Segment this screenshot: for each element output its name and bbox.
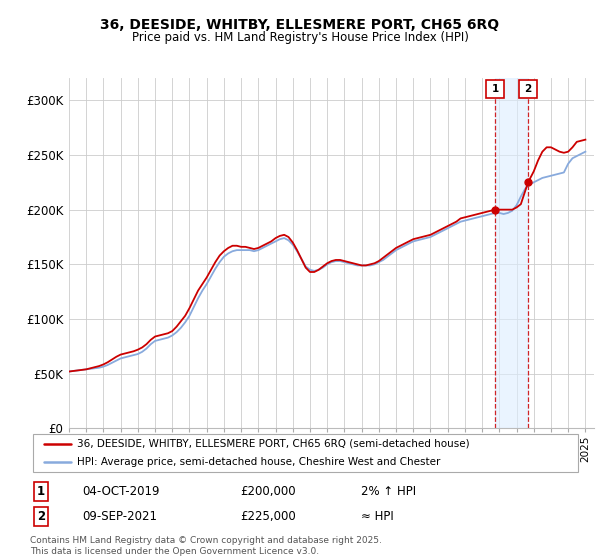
Bar — [495, 78, 528, 428]
Text: ≈ HPI: ≈ HPI — [361, 510, 394, 523]
FancyBboxPatch shape — [33, 434, 578, 472]
Text: 09-SEP-2021: 09-SEP-2021 — [82, 510, 157, 523]
Text: £225,000: £225,000 — [240, 510, 296, 523]
Text: 2: 2 — [37, 510, 45, 523]
Text: HPI: Average price, semi-detached house, Cheshire West and Chester: HPI: Average price, semi-detached house,… — [77, 458, 440, 467]
Text: 2% ↑ HPI: 2% ↑ HPI — [361, 485, 416, 498]
Text: 36, DEESIDE, WHITBY, ELLESMERE PORT, CH65 6RQ (semi-detached house): 36, DEESIDE, WHITBY, ELLESMERE PORT, CH6… — [77, 439, 470, 449]
Text: 2: 2 — [524, 84, 532, 94]
Text: Contains HM Land Registry data © Crown copyright and database right 2025.
This d: Contains HM Land Registry data © Crown c… — [30, 536, 382, 556]
Text: Price paid vs. HM Land Registry's House Price Index (HPI): Price paid vs. HM Land Registry's House … — [131, 31, 469, 44]
Text: 1: 1 — [37, 485, 45, 498]
Text: £200,000: £200,000 — [240, 485, 295, 498]
Text: 04-OCT-2019: 04-OCT-2019 — [82, 485, 160, 498]
Text: 1: 1 — [491, 84, 499, 94]
Text: 36, DEESIDE, WHITBY, ELLESMERE PORT, CH65 6RQ: 36, DEESIDE, WHITBY, ELLESMERE PORT, CH6… — [100, 18, 500, 32]
